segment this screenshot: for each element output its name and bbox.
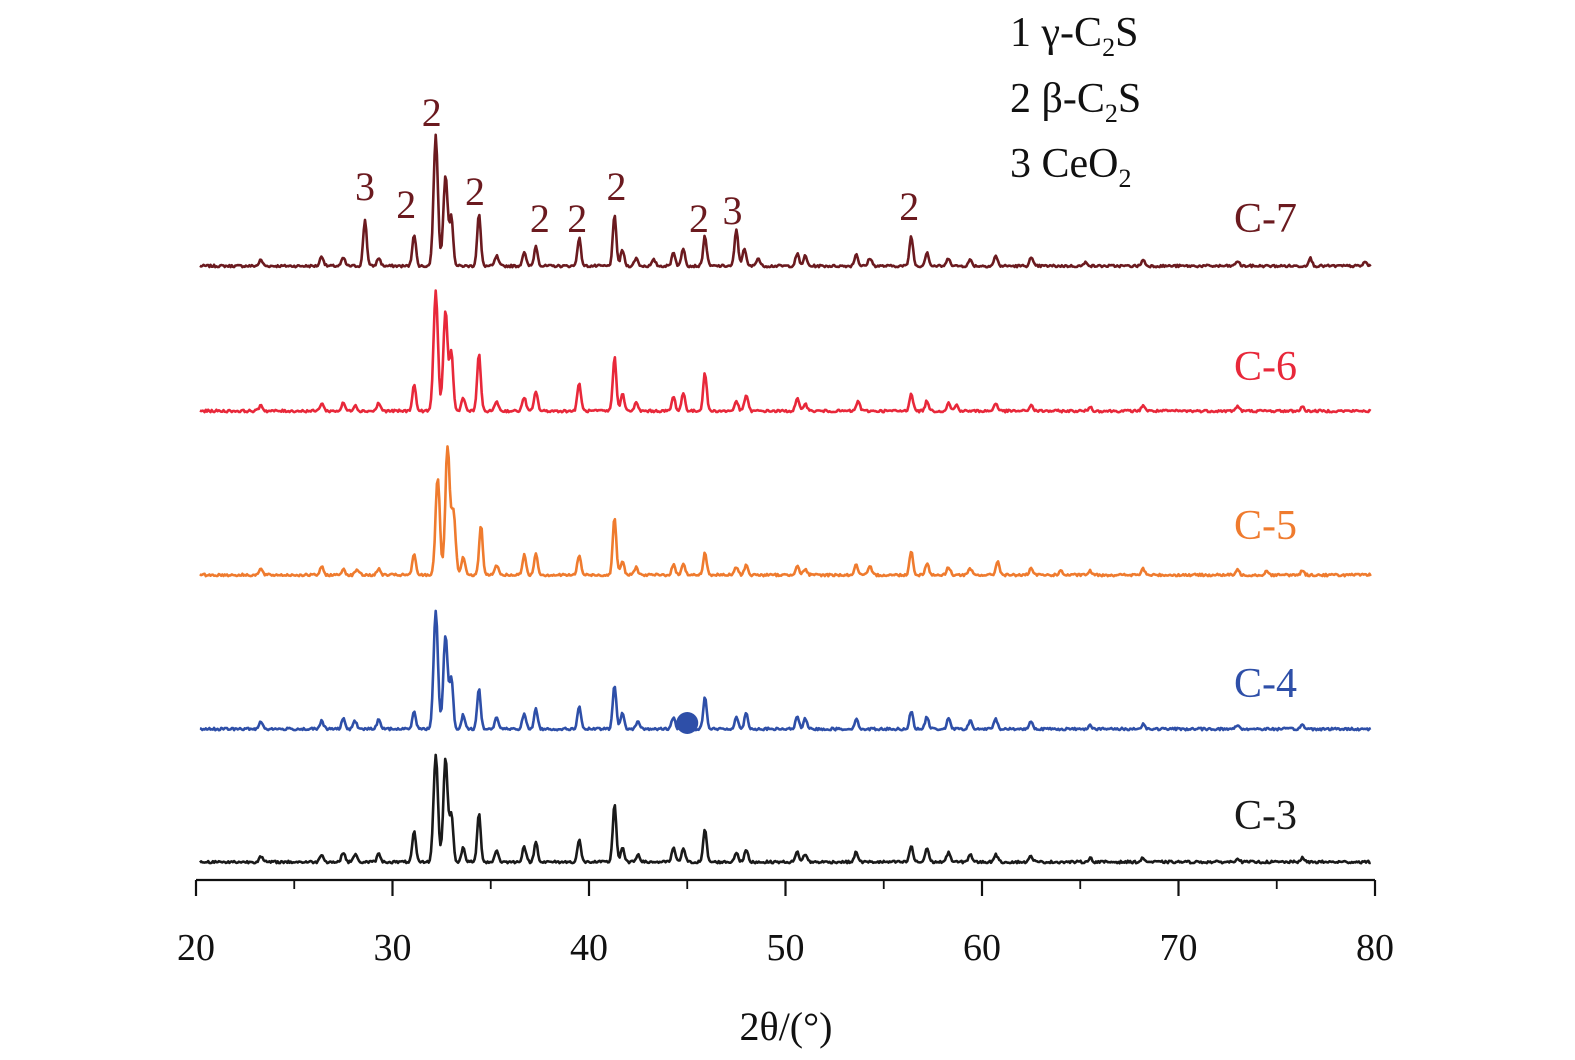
x-tick-label: 40 bbox=[570, 927, 608, 969]
series-label-c-3: C-3 bbox=[1234, 793, 1297, 839]
legend-entry: 3 CeO2 bbox=[1010, 141, 1132, 193]
trace-c-7 bbox=[199, 133, 1372, 269]
trace-c-3 bbox=[199, 753, 1371, 865]
peak-label: 2 bbox=[396, 182, 416, 227]
peak-label: 2 bbox=[422, 90, 442, 135]
x-ticks: 20 30 40 50 60 70 80 bbox=[177, 880, 1394, 969]
peak-label: 2 bbox=[899, 184, 919, 229]
peak-label: 3 bbox=[355, 164, 375, 209]
peak-label: 2 bbox=[530, 196, 550, 241]
peak-label: 2 bbox=[567, 196, 587, 241]
legend-entry: 1 γ-C2S bbox=[1010, 10, 1138, 62]
x-tick-label: 20 bbox=[177, 927, 215, 969]
series-label-c-4: C-4 bbox=[1234, 661, 1297, 707]
peak-label: 2 bbox=[689, 196, 709, 241]
x-axis-label: 2θ/(°) bbox=[740, 1004, 833, 1049]
phase-legend: 1 γ-C2S 2 β-C2S 3 CeO2 bbox=[1010, 10, 1141, 193]
x-tick-label: 30 bbox=[374, 927, 412, 969]
x-tick-label: 60 bbox=[963, 927, 1001, 969]
peak-label: 2 bbox=[465, 169, 485, 214]
x-tick-label: 70 bbox=[1160, 927, 1198, 969]
series-label-c-5: C-5 bbox=[1234, 503, 1297, 549]
trace-c-6 bbox=[199, 289, 1372, 414]
peak-label: 2 bbox=[607, 164, 627, 209]
xrd-traces bbox=[199, 133, 1372, 865]
series-labels: C-7 C-6 C-5 C-4 C-3 bbox=[1234, 196, 1297, 839]
trace-c-4 bbox=[199, 609, 1372, 732]
trace-c-5 bbox=[199, 445, 1372, 578]
phase-marker-dot bbox=[676, 712, 699, 734]
x-axis: 20 30 40 50 60 70 80 2θ/(°) bbox=[177, 878, 1394, 1049]
peak-label: 3 bbox=[722, 188, 742, 233]
series-label-c-7: C-7 bbox=[1234, 196, 1297, 242]
series-label-c-6: C-6 bbox=[1234, 344, 1297, 390]
x-tick-label: 80 bbox=[1356, 927, 1394, 969]
legend-entry: 2 β-C2S bbox=[1010, 76, 1141, 128]
x-tick-label: 50 bbox=[767, 927, 805, 969]
